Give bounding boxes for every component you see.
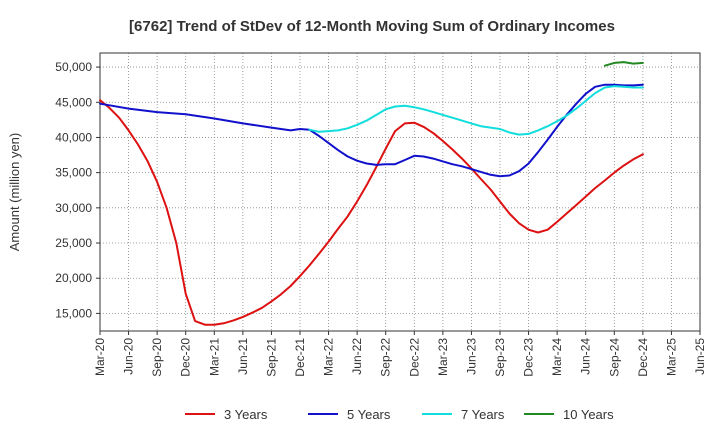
x-tick-label: Sep-24 [607,338,621,377]
x-tick-label: Dec-21 [293,338,307,377]
y-tick-label: 35,000 [55,166,92,180]
x-tick-label: Mar-24 [550,338,564,376]
x-tick-label: Sep-21 [264,338,278,377]
x-tick-label: Mar-22 [322,338,336,376]
y-tick-label: 40,000 [55,130,92,144]
x-tick-label: Mar-21 [207,338,221,376]
y-tick-label: 25,000 [55,236,92,250]
y-tick-label: 45,000 [55,95,92,109]
series-line-7-years [308,85,644,136]
series-lines [99,61,644,326]
x-tick-label: Dec-23 [522,338,536,377]
y-tick-label: 20,000 [55,271,92,285]
x-tick-label: Dec-22 [407,338,421,377]
x-tick-label: Mar-25 [664,338,678,376]
legend-label-5-years: 5 Years [347,407,391,422]
x-tick-label: Mar-23 [436,338,450,376]
legend-label-7-years: 7 Years [461,407,505,422]
y-tick-label: 15,000 [55,306,92,320]
x-tick-label: Jun-20 [122,338,136,375]
series-line-10-years [603,61,644,67]
x-axis-ticks: Mar-20 Jun-20 Sep-20 Dec-20 Mar-21 Jun-21 Sep-… [93,331,707,377]
grid [99,53,701,331]
y-tick-label: 50,000 [55,60,92,74]
y-tick-label: 30,000 [55,201,92,215]
x-tick-label: Jun-24 [579,338,593,375]
legend-label-10-years: 10 Years [563,407,614,422]
plot-area [99,52,701,332]
x-tick-label: Sep-23 [493,338,507,377]
series-line-3-years [99,99,644,326]
x-tick-label: Jun-25 [693,338,707,375]
x-tick-label: Sep-20 [150,338,164,377]
x-tick-label: Dec-24 [636,338,650,377]
y-axis-title: Amount (million yen) [7,133,22,252]
y-axis-ticks: 15,000 20,000 25,000 30,000 35,000 40,000 45,0… [55,60,100,320]
x-tick-label: Mar-20 [93,338,107,376]
legend-label-3-years: 3 Years [224,407,268,422]
x-tick-label: Jun-21 [236,338,250,375]
x-tick-label: Dec-20 [179,338,193,377]
chart-title: [6762] Trend of StDev of 12-Month Moving… [129,18,615,35]
x-tick-label: Jun-22 [350,338,364,375]
x-tick-label: Jun-23 [464,338,478,375]
x-tick-label: Sep-22 [379,338,393,377]
legend: 3 Years 5 Years 7 Years 10 Years [185,407,614,422]
series-line-5-years [99,83,644,178]
